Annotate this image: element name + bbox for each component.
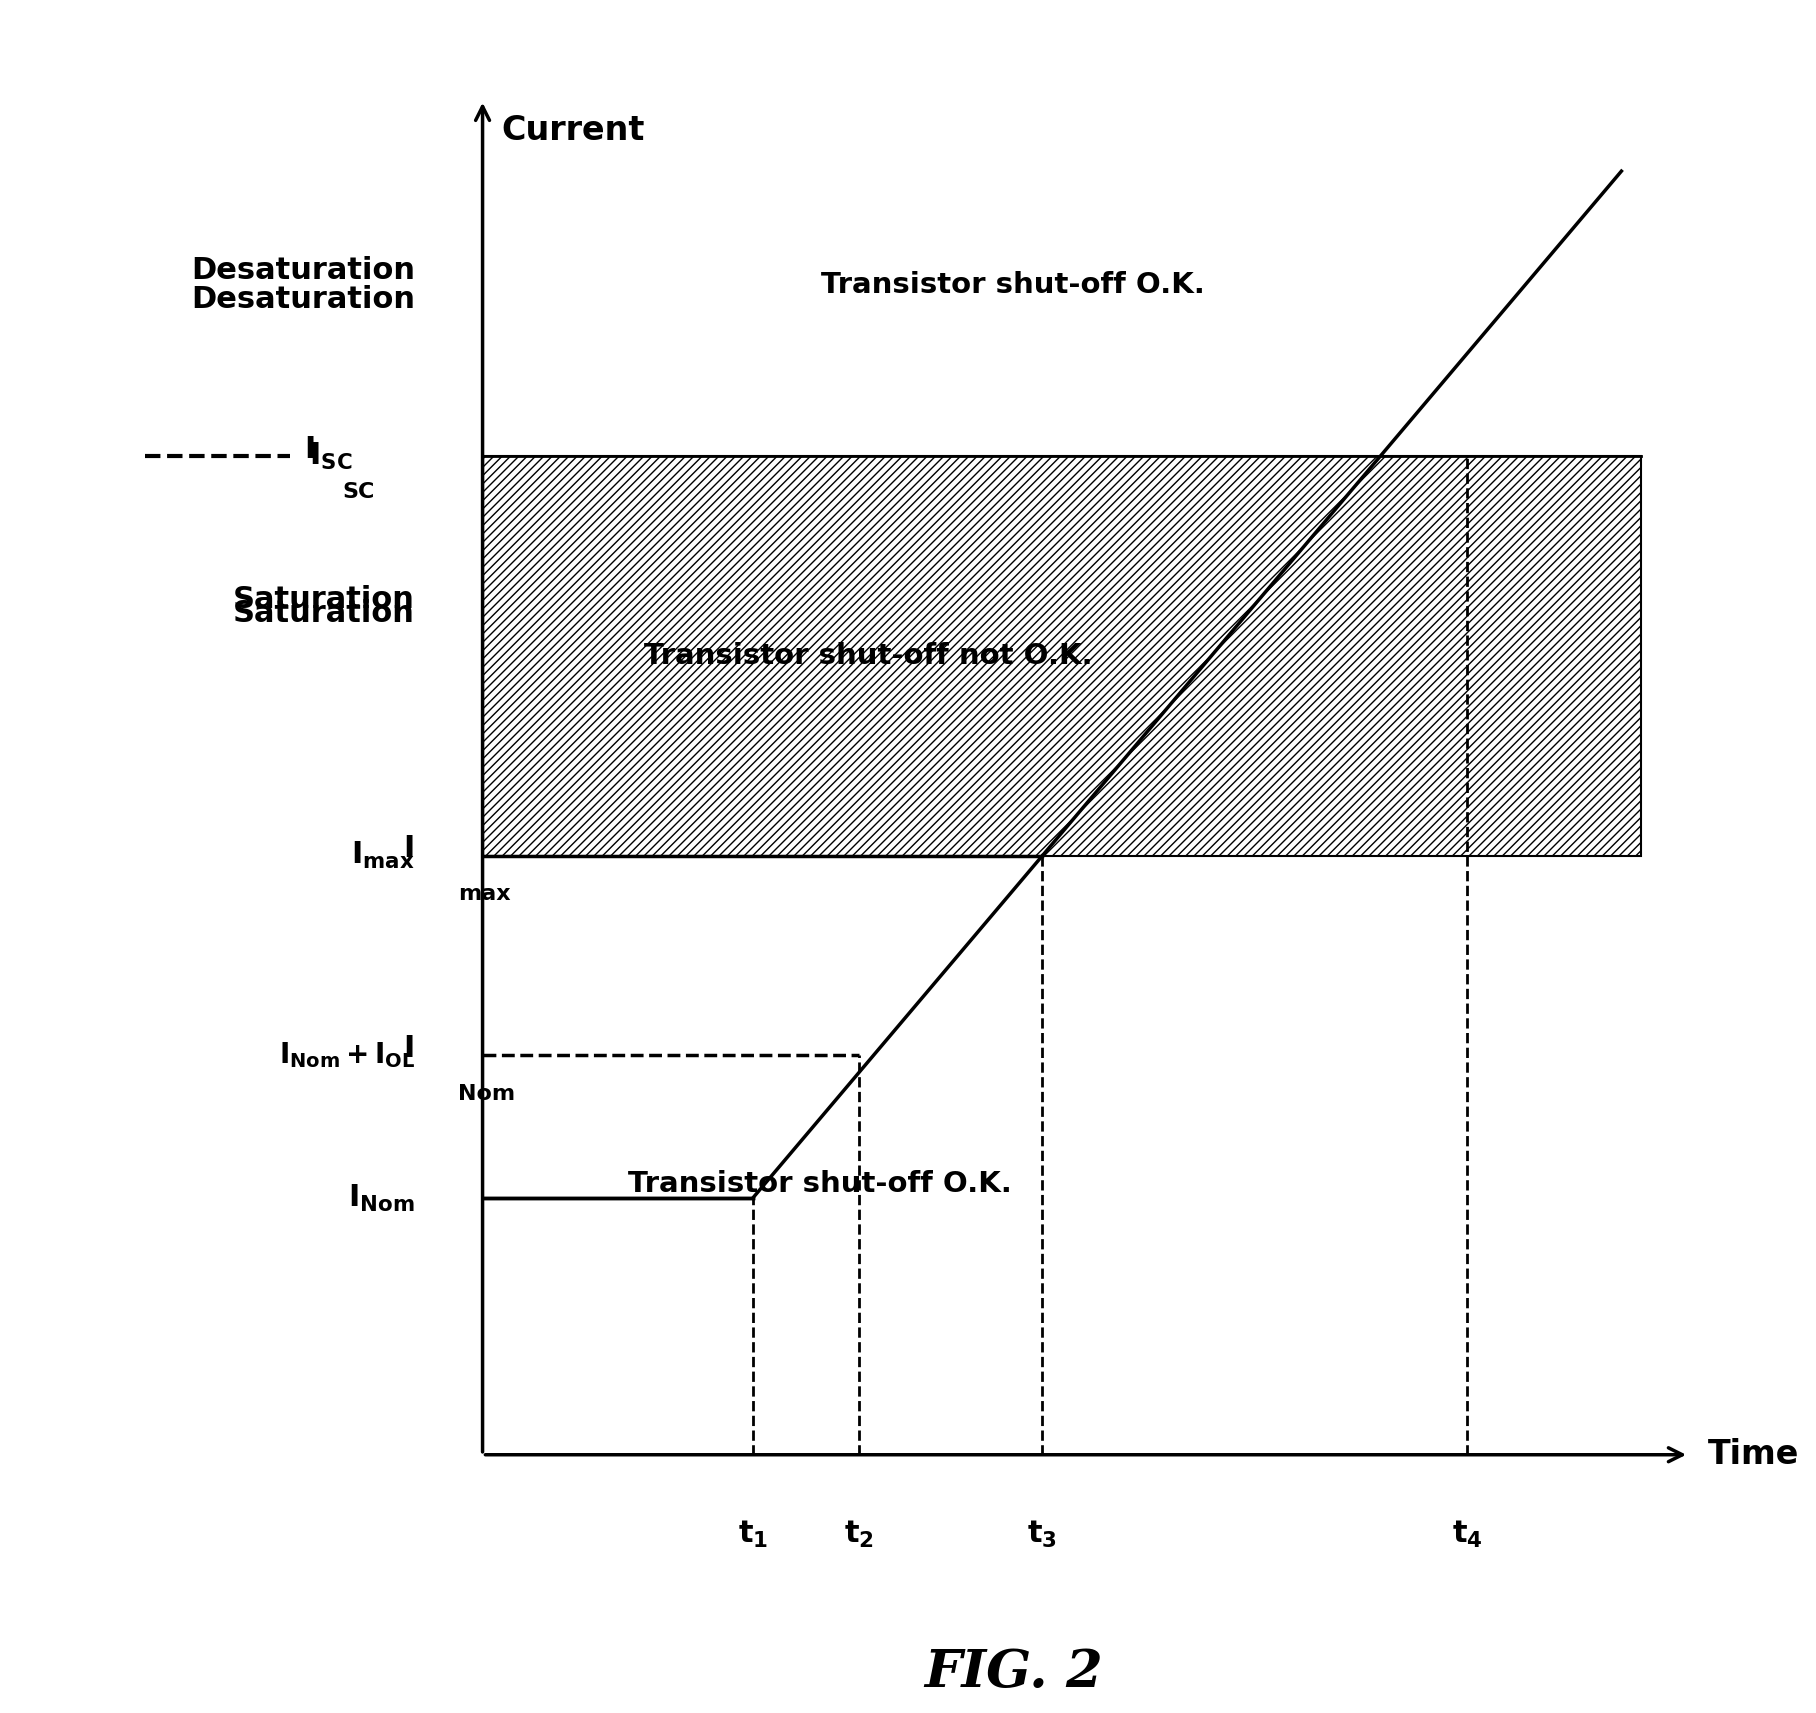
Text: I: I	[403, 834, 416, 863]
Text: I: I	[303, 435, 316, 464]
Text: Transistor shut-off not O.K.: Transistor shut-off not O.K.	[645, 642, 1093, 670]
Text: SC: SC	[343, 481, 374, 502]
Text: Desaturation: Desaturation	[191, 257, 416, 286]
Text: $\mathbf{t_1}$: $\mathbf{t_1}$	[737, 1519, 768, 1550]
Text: Current: Current	[501, 115, 645, 147]
Bar	[483, 456, 1640, 856]
Text: Transistor shut-off O.K.: Transistor shut-off O.K.	[821, 271, 1206, 300]
Text: $\mathbf{I_{SC}}$: $\mathbf{I_{SC}}$	[309, 440, 352, 473]
Text: $\mathbf{t_2}$: $\mathbf{t_2}$	[844, 1519, 873, 1550]
Text: FIG. 2: FIG. 2	[924, 1648, 1102, 1698]
Text: $\mathbf{t_3}$: $\mathbf{t_3}$	[1028, 1519, 1057, 1550]
Text: $\mathbf{I_{Nom}}$: $\mathbf{I_{Nom}}$	[349, 1182, 416, 1213]
Text: $\mathbf{t_4}$: $\mathbf{t_4}$	[1451, 1519, 1482, 1550]
Text: $\mathbf{I_{Nom} + I_{OL}}$: $\mathbf{I_{Nom} + I_{OL}}$	[278, 1040, 416, 1071]
Text: Saturation: Saturation	[232, 584, 416, 613]
Text: Desaturation: Desaturation	[191, 284, 416, 313]
Text: $\mathbf{I_{max}}$: $\mathbf{I_{max}}$	[350, 839, 416, 872]
Text: Transistor shut-off O.K.: Transistor shut-off O.K.	[628, 1170, 1012, 1197]
Text: Nom: Nom	[458, 1084, 516, 1103]
Text: I: I	[403, 1033, 416, 1062]
Text: Time: Time	[1709, 1439, 1800, 1471]
Text: Saturation: Saturation	[232, 600, 416, 627]
Text: max: max	[458, 884, 510, 904]
